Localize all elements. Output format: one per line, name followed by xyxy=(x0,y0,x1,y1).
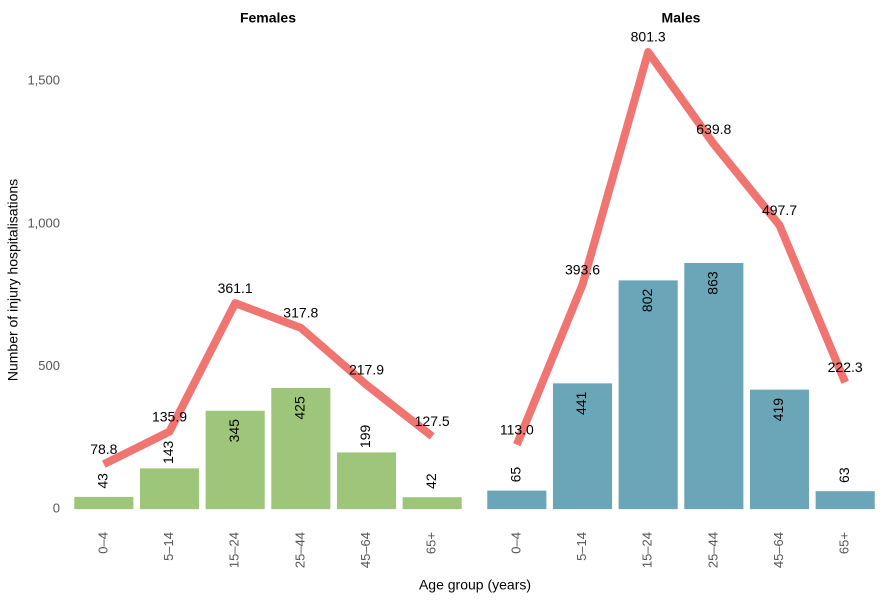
y-tick-label: 1,500 xyxy=(27,73,60,88)
x-tick-label: 45–64 xyxy=(358,532,373,568)
bar-value-label: 63 xyxy=(836,467,852,483)
x-tick-label: 15–24 xyxy=(640,532,655,568)
x-tick-label: 0–4 xyxy=(95,532,110,554)
bar xyxy=(139,468,200,510)
line-value-label: 113.0 xyxy=(500,421,534,437)
x-tick-label: 15–24 xyxy=(227,532,242,568)
bar xyxy=(336,452,397,510)
y-tick-label: 1,000 xyxy=(27,215,60,230)
bar-value-label: 65 xyxy=(508,467,524,483)
bar xyxy=(271,387,331,510)
bar-value-label: 199 xyxy=(357,424,373,448)
x-tick-label: 25–44 xyxy=(705,532,720,568)
bar-value-label: 42 xyxy=(423,473,439,489)
x-tick-label: 65+ xyxy=(837,532,852,554)
bar-value-label: 345 xyxy=(226,419,242,443)
bar-value-label: 863 xyxy=(705,271,721,295)
line xyxy=(513,48,849,447)
line-value-label: 361.1 xyxy=(218,280,253,296)
x-tick-label: 5–14 xyxy=(574,532,589,561)
x-axis-label: Age group (years) xyxy=(419,577,531,593)
line-value-label: 497.7 xyxy=(762,202,797,218)
bar-value-label: 419 xyxy=(770,398,786,422)
bar xyxy=(205,410,265,510)
y-tick-label: 0 xyxy=(53,501,60,516)
x-tick-label: 25–44 xyxy=(292,532,307,568)
y-tick-label: 500 xyxy=(38,358,60,373)
bar xyxy=(618,280,678,510)
bar xyxy=(74,496,134,510)
x-tick-label: 45–64 xyxy=(771,532,786,568)
panel-title: Females xyxy=(240,10,296,26)
bar-value-label: 802 xyxy=(639,289,655,313)
x-tick-label: 5–14 xyxy=(161,532,176,561)
bar xyxy=(402,497,462,510)
x-tick-label: 0–4 xyxy=(508,532,523,554)
bar-value-label: 143 xyxy=(160,440,176,464)
line-value-label: 222.3 xyxy=(828,359,863,375)
bar xyxy=(552,383,613,510)
line-value-label: 393.6 xyxy=(565,261,600,277)
bar xyxy=(749,389,810,510)
bar xyxy=(487,490,547,510)
bar-value-label: 441 xyxy=(573,391,589,415)
bar xyxy=(684,262,744,510)
x-tick-label: 65+ xyxy=(424,532,439,554)
line-value-label: 78.8 xyxy=(90,441,117,457)
line xyxy=(102,299,435,468)
line-value-label: 801.3 xyxy=(631,29,666,45)
line-value-label: 135.9 xyxy=(152,408,187,424)
bar-value-label: 43 xyxy=(95,473,111,489)
bar xyxy=(815,491,875,510)
line-value-label: 639.8 xyxy=(696,121,731,137)
line-value-label: 217.9 xyxy=(349,362,384,378)
y-axis-label: Number of injury hospitalisations xyxy=(5,179,21,381)
line-value-label: 127.5 xyxy=(415,413,450,429)
bar-value-label: 425 xyxy=(292,396,308,420)
line-value-label: 317.8 xyxy=(283,305,318,321)
panel-title: Males xyxy=(662,10,701,26)
